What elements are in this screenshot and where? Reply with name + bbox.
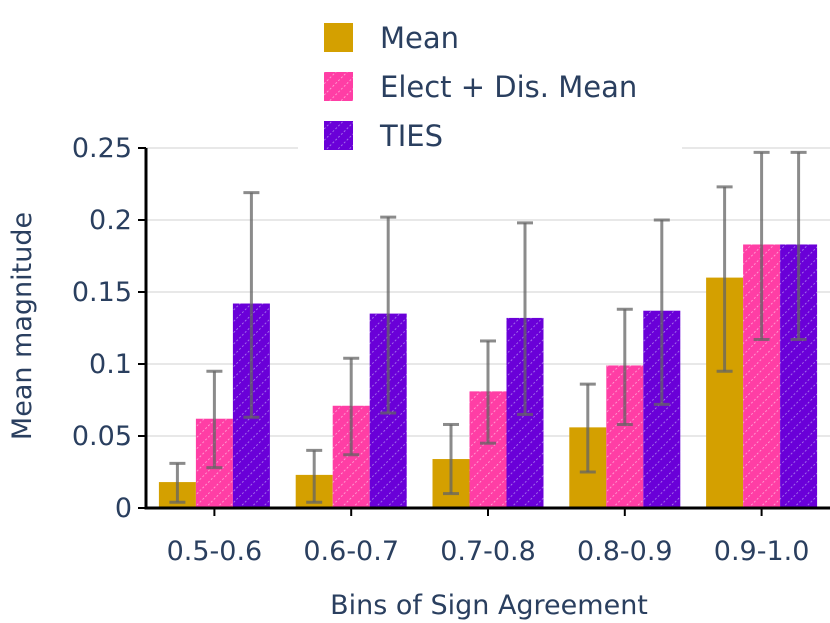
legend-swatch bbox=[324, 23, 353, 52]
y-tick-labels: 0 0.05 0.1 0.15 0.2 0.25 bbox=[72, 133, 146, 524]
y-tick-label: 0.1 bbox=[89, 349, 132, 380]
x-axis-title: Bins of Sign Agreement bbox=[330, 590, 648, 621]
x-tick-label: 0.7-0.8 bbox=[440, 536, 536, 567]
y-tick-label: 0.25 bbox=[72, 133, 132, 164]
legend-swatch bbox=[324, 121, 353, 150]
x-tick-labels: 0.5-0.6 0.6-0.7 0.7-0.8 0.8-0.9 0.9-1.0 bbox=[167, 508, 810, 567]
legend-label: TIES bbox=[379, 119, 443, 153]
y-tick-label: 0.15 bbox=[72, 277, 132, 308]
legend: Mean Elect + Dis. Mean TIES bbox=[298, 8, 682, 160]
y-axis-title: Mean magnitude bbox=[7, 212, 38, 440]
legend-label: Mean bbox=[380, 21, 459, 55]
legend-label: Elect + Dis. Mean bbox=[380, 70, 637, 104]
y-tick-label: 0.2 bbox=[89, 205, 132, 236]
x-tick-label: 0.9-1.0 bbox=[714, 536, 810, 567]
x-tick-label: 0.6-0.7 bbox=[303, 536, 399, 567]
x-tick-label: 0.5-0.6 bbox=[167, 536, 263, 567]
legend-swatch bbox=[324, 72, 353, 101]
legend-background bbox=[298, 8, 682, 160]
y-tick-label: 0.05 bbox=[72, 421, 132, 452]
y-tick-label: 0 bbox=[115, 493, 132, 524]
x-tick-label: 0.8-0.9 bbox=[577, 536, 673, 567]
error-bars-layer bbox=[169, 150, 807, 504]
